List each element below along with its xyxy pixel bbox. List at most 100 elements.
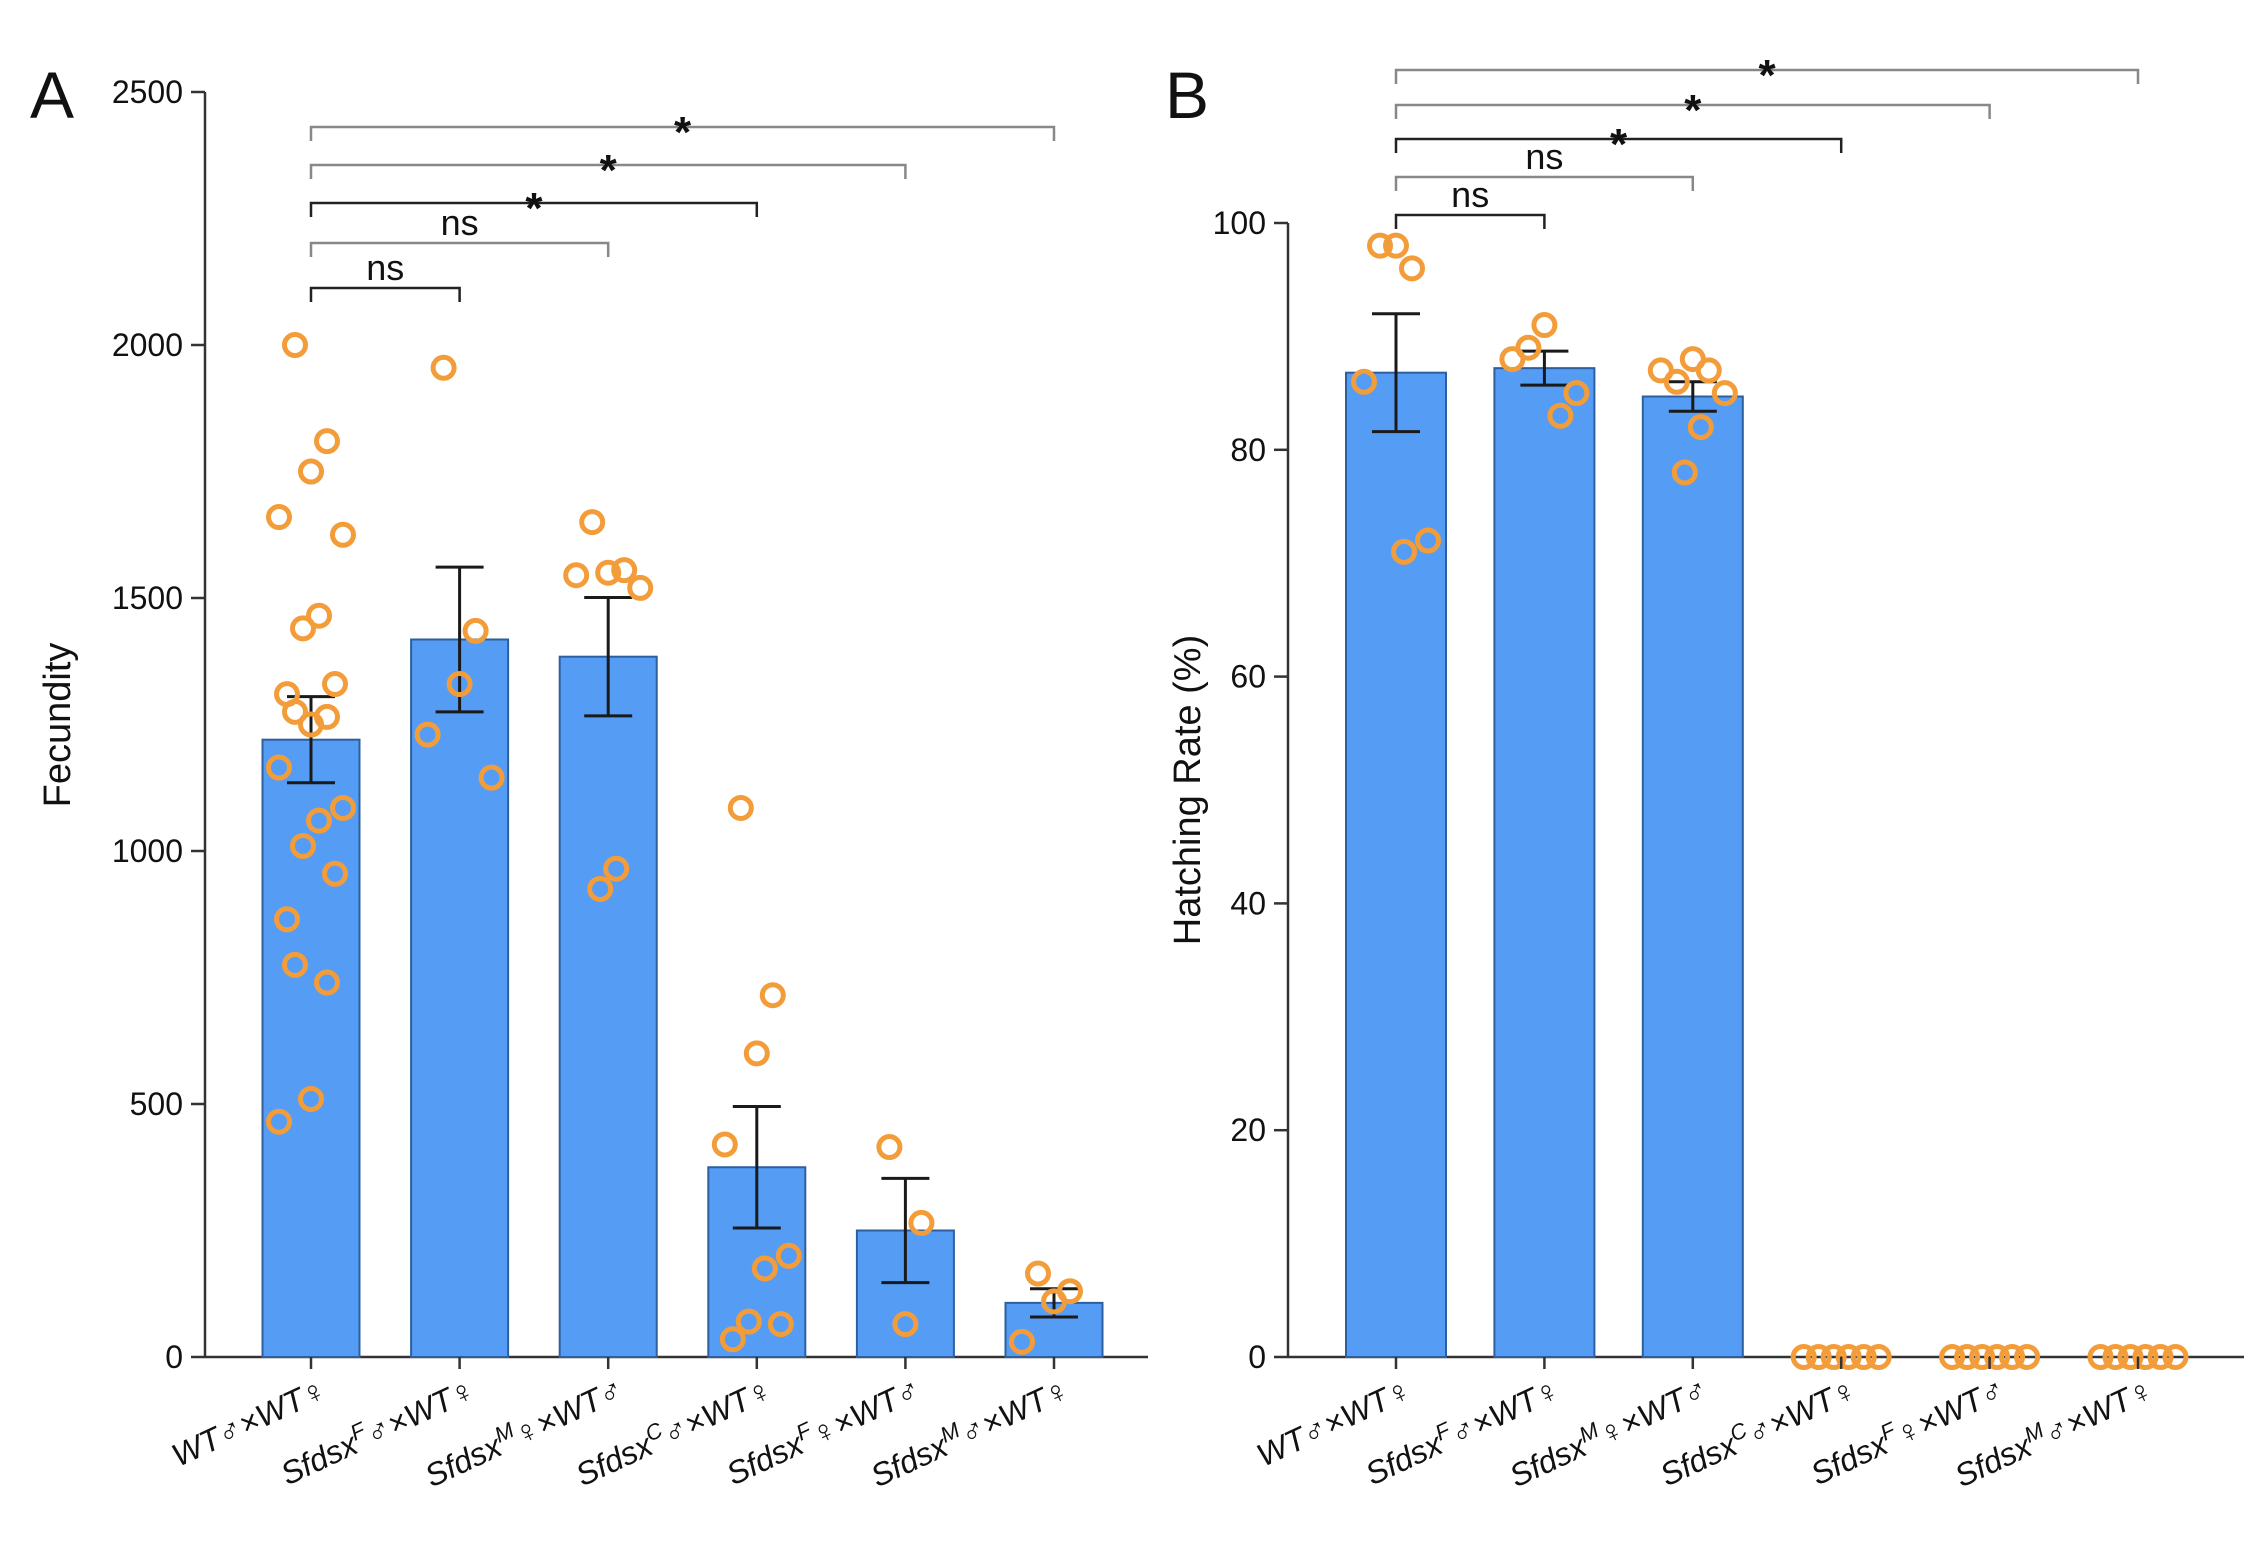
y-tick-label: 0 (165, 1339, 183, 1375)
data-point (266, 504, 292, 531)
data-point (478, 764, 505, 791)
y-tick-label: 20 (1230, 1112, 1266, 1148)
data-point (627, 574, 654, 601)
data-point (446, 671, 473, 698)
data-point (330, 794, 356, 821)
data-point (298, 1085, 324, 1112)
y-tick-label: 80 (1230, 432, 1266, 468)
significance-label: ns (366, 247, 404, 288)
data-point (876, 1134, 903, 1161)
data-point (1647, 357, 1674, 384)
data-point (2102, 1344, 2129, 1370)
data-point (462, 617, 489, 644)
data-point (322, 860, 348, 887)
bar (410, 638, 510, 1358)
data-point (563, 562, 590, 589)
data-point (1531, 312, 1558, 339)
data-point (2132, 1344, 2159, 1370)
data-point (719, 1326, 746, 1353)
data-point (1025, 1260, 1051, 1287)
y-tick-label: 40 (1230, 885, 1266, 921)
significance-bracket (309, 286, 461, 302)
data-point (1954, 1344, 1981, 1370)
bar (1493, 367, 1596, 1359)
data-point (322, 671, 348, 698)
y-tick-label: 0 (1248, 1339, 1266, 1375)
data-point (298, 711, 324, 738)
data-point (1835, 1344, 1862, 1370)
data-point (306, 807, 332, 834)
data-point (759, 982, 786, 1009)
significance-label: ns (1451, 174, 1489, 215)
data-point (1679, 346, 1706, 373)
data-point (330, 521, 356, 548)
data-point (908, 1209, 935, 1236)
data-point (1671, 459, 1698, 486)
data-point (775, 1242, 802, 1269)
data-point (1984, 1344, 2011, 1370)
panel-letter-b: B (1165, 58, 1209, 132)
bar (558, 655, 658, 1358)
data-point (1790, 1344, 1817, 1370)
significance-label: * (600, 146, 618, 195)
significance-bracket (1394, 213, 1546, 229)
y-tick-label: 60 (1230, 659, 1266, 695)
y-axis-title: Hatching Rate (%) (1167, 635, 1209, 945)
data-point (727, 794, 754, 821)
data-point (314, 428, 340, 455)
y-tick-label: 2000 (112, 327, 183, 363)
data-point (414, 721, 441, 748)
data-point (1009, 1328, 1035, 1355)
significance-bracket (309, 201, 759, 217)
data-point (1399, 255, 1425, 282)
data-point (1820, 1344, 1847, 1370)
data-point (266, 1108, 292, 1135)
panel-a-fecundity-chart: 05001000150020002500FecundityWT♂×WT♀Sfds… (37, 74, 1148, 1494)
data-point (314, 969, 340, 996)
data-point (603, 855, 630, 882)
y-tick-label: 1000 (112, 833, 183, 869)
data-point (751, 1255, 778, 1282)
data-point (1850, 1344, 1877, 1370)
y-tick-label: 2500 (112, 74, 183, 110)
data-point (1939, 1344, 1966, 1370)
y-tick-label: 1500 (112, 580, 183, 616)
data-point (290, 615, 316, 642)
significance-bracket (309, 241, 610, 257)
bar (1345, 371, 1447, 1358)
data-point (579, 509, 606, 536)
data-point (274, 906, 300, 933)
data-point (1547, 402, 1574, 429)
data-point (1499, 346, 1526, 373)
data-point (2087, 1344, 2114, 1370)
panel-letter-a: A (30, 58, 74, 132)
data-point (1563, 380, 1590, 407)
significance-label: * (525, 184, 543, 233)
data-point (306, 602, 332, 629)
y-tick-label: 100 (1213, 205, 1266, 241)
data-point (1999, 1344, 2026, 1370)
data-point (282, 951, 308, 978)
significance-label: * (1684, 86, 1702, 135)
data-point (1415, 527, 1441, 554)
bar (1641, 395, 1744, 1358)
significance-label: ns (1525, 136, 1563, 177)
bar (261, 738, 361, 1358)
data-point (290, 832, 316, 859)
data-point (1969, 1344, 1996, 1370)
significance-label: * (1758, 51, 1776, 100)
data-point (2014, 1344, 2041, 1370)
data-point (1391, 538, 1417, 565)
data-point (2162, 1344, 2189, 1370)
data-point (1041, 1288, 1067, 1315)
significance-bracket (309, 163, 907, 179)
y-tick-label: 500 (130, 1086, 183, 1122)
data-point (266, 754, 292, 781)
data-point (611, 557, 638, 584)
data-point (298, 458, 324, 485)
data-point (1865, 1344, 1892, 1370)
data-point (2117, 1344, 2144, 1370)
data-point (735, 1308, 762, 1335)
